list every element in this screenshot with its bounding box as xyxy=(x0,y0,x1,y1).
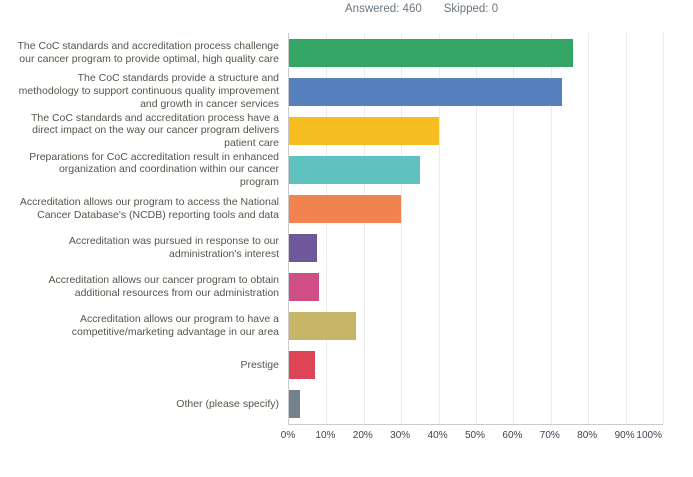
category-label: Other (please specify) xyxy=(176,398,279,411)
skipped-stat: Skipped: 0 xyxy=(444,3,498,15)
bar-7 xyxy=(289,273,319,302)
x-tick-label: 90% xyxy=(614,430,635,441)
category-label: Preparations for CoC accreditation resul… xyxy=(29,150,279,189)
category-label: Accreditation allows our program to have… xyxy=(71,313,279,339)
gridline xyxy=(326,33,328,424)
category-label: Accreditation allows our program to acce… xyxy=(19,196,279,221)
bar-3 xyxy=(289,116,439,145)
bar-10 xyxy=(289,390,301,419)
x-tick-label: 40% xyxy=(427,430,448,441)
category-labels: The CoC standards and accreditation proc… xyxy=(0,33,284,424)
skipped-value: 0 xyxy=(491,3,499,15)
gridline xyxy=(550,33,552,424)
answered-stat: Answered: 460 xyxy=(345,3,422,15)
x-tick-label: 20% xyxy=(352,430,373,441)
gridline xyxy=(588,33,590,424)
category-label: Accreditation allows our cancer program … xyxy=(48,274,279,300)
gridline xyxy=(401,33,403,424)
category-label: The CoC standards and accreditation proc… xyxy=(17,39,280,65)
bar-1 xyxy=(289,38,574,67)
skipped-label: Skipped: xyxy=(443,3,489,15)
x-tick-label: 50% xyxy=(464,430,486,441)
category-label: Accreditation was pursued in response to… xyxy=(68,235,279,261)
x-axis-labels: 0% 10% 20% 30% 40% 50% 60% 70% 80% 90% 100% xyxy=(281,430,662,444)
gridline xyxy=(438,33,440,424)
answered-value: 460 xyxy=(402,3,422,15)
chart-header: Answered: 460 Skipped: 0 xyxy=(345,3,498,15)
bar-5 xyxy=(289,194,402,223)
gridline xyxy=(663,33,664,424)
category-label: The CoC standards and accreditation proc… xyxy=(30,111,279,150)
bar-6 xyxy=(289,234,318,263)
x-tick-label: 60% xyxy=(502,430,523,441)
x-tick-label: 0% xyxy=(280,430,296,441)
x-tick-label: 30% xyxy=(390,430,411,441)
x-tick-label: 80% xyxy=(577,430,598,441)
category-label: The CoC standards provide a structure an… xyxy=(18,72,279,111)
plot-area xyxy=(288,33,664,425)
x-tick-label: 10% xyxy=(315,430,336,441)
category-label: Prestige xyxy=(240,358,279,371)
gridline xyxy=(476,33,477,424)
gridline xyxy=(625,33,627,424)
bar-4 xyxy=(289,155,420,184)
bar-9 xyxy=(289,351,316,380)
x-tick-label: 100% xyxy=(636,430,662,441)
gridline xyxy=(363,33,365,424)
answered-label: Answered: xyxy=(345,3,400,15)
gridline xyxy=(513,33,515,424)
bar-8 xyxy=(289,312,357,341)
x-tick-label: 70% xyxy=(539,430,560,441)
bar-2 xyxy=(289,77,563,106)
